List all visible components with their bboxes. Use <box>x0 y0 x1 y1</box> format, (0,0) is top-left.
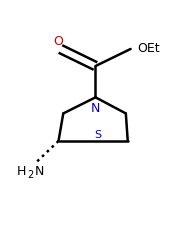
Text: OEt: OEt <box>137 43 160 56</box>
Text: O: O <box>54 35 63 48</box>
Text: S: S <box>94 130 101 140</box>
Text: 2: 2 <box>27 170 33 180</box>
Text: N: N <box>35 165 44 178</box>
Text: H: H <box>17 165 26 178</box>
Text: N: N <box>91 101 101 115</box>
